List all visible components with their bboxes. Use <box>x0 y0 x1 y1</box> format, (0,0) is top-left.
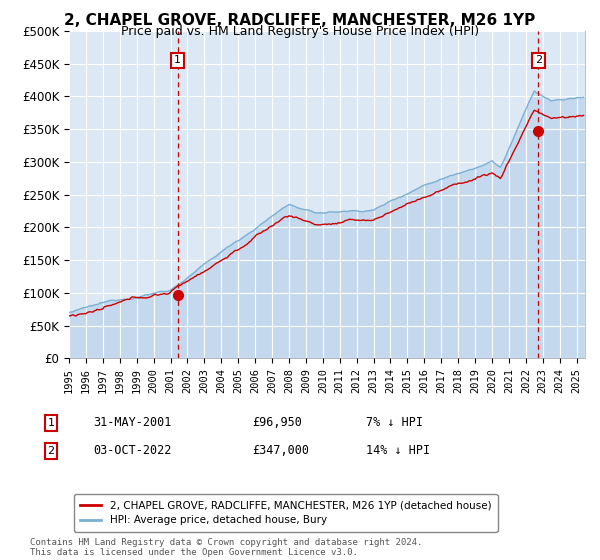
Text: 2, CHAPEL GROVE, RADCLIFFE, MANCHESTER, M26 1YP: 2, CHAPEL GROVE, RADCLIFFE, MANCHESTER, … <box>64 13 536 28</box>
Text: 2: 2 <box>535 55 542 66</box>
Text: 1: 1 <box>47 418 55 428</box>
Text: 14% ↓ HPI: 14% ↓ HPI <box>366 444 430 458</box>
Text: £347,000: £347,000 <box>252 444 309 458</box>
Text: 03-OCT-2022: 03-OCT-2022 <box>93 444 172 458</box>
Text: 7% ↓ HPI: 7% ↓ HPI <box>366 416 423 430</box>
Text: 1: 1 <box>174 55 181 66</box>
Legend: 2, CHAPEL GROVE, RADCLIFFE, MANCHESTER, M26 1YP (detached house), HPI: Average p: 2, CHAPEL GROVE, RADCLIFFE, MANCHESTER, … <box>74 494 497 532</box>
Text: 31-MAY-2001: 31-MAY-2001 <box>93 416 172 430</box>
Text: £96,950: £96,950 <box>252 416 302 430</box>
Text: Contains HM Land Registry data © Crown copyright and database right 2024.
This d: Contains HM Land Registry data © Crown c… <box>30 538 422 557</box>
Text: Price paid vs. HM Land Registry's House Price Index (HPI): Price paid vs. HM Land Registry's House … <box>121 25 479 38</box>
Text: 2: 2 <box>47 446 55 456</box>
